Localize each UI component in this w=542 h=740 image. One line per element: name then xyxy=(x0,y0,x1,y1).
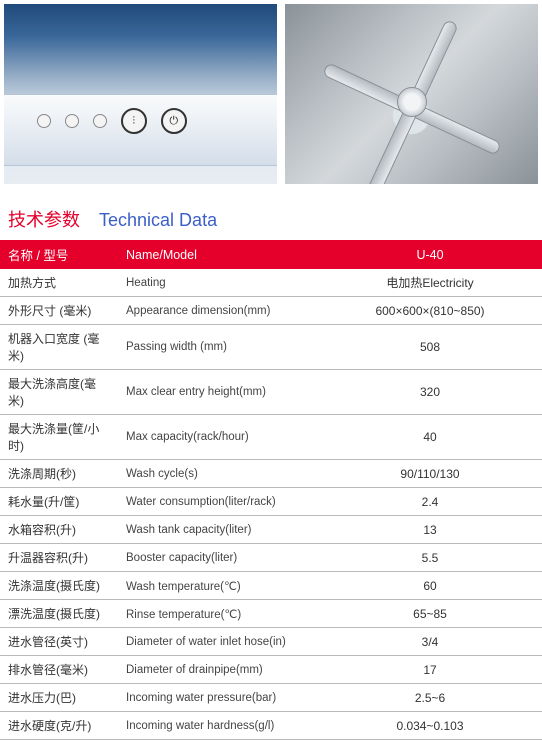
cell-en: Incoming water pressure(bar) xyxy=(118,684,318,712)
cell-en: Diameter of water inlet hose(in) xyxy=(118,628,318,656)
cell-en: Rinse temperature(℃) xyxy=(118,600,318,628)
cell-en: Wash cycle(s) xyxy=(118,460,318,488)
table-row: 漂洗温度(摄氏度)Rinse temperature(℃)65~85 xyxy=(0,600,542,628)
table-row: 最大洗涤量(筐/小时)Max capacity(rack/hour)40 xyxy=(0,415,542,460)
title-en: Technical Data xyxy=(99,210,217,230)
cell-value: 2.5~6 xyxy=(318,684,542,712)
table-row: 洗涤周期(秒)Wash cycle(s)90/110/130 xyxy=(0,460,542,488)
cell-cn: 加热方式 xyxy=(0,269,118,297)
cell-cn: 耗水量(升/筐) xyxy=(0,488,118,516)
table-row: 耗水量(升/筐)Water consumption(liter/rack)2.4 xyxy=(0,488,542,516)
header-model: U-40 xyxy=(318,240,542,269)
cell-value: 13 xyxy=(318,516,542,544)
photo-spray-arm xyxy=(285,4,538,184)
table-row: 水箱容积(升)Wash tank capacity(liter)13 xyxy=(0,516,542,544)
table-row: 最大洗涤高度(毫米)Max clear entry height(mm)320 xyxy=(0,370,542,415)
cell-value: 60 xyxy=(318,572,542,600)
cell-cn: 洗涤温度(摄氏度) xyxy=(0,572,118,600)
table-row: 进水硬度(克/升)Incoming water hardness(g/l)0.0… xyxy=(0,712,542,740)
cell-value: 2.4 xyxy=(318,488,542,516)
power-button-icon: ⏻ xyxy=(161,108,187,134)
photo-control-panel: ⫶ ⏻ xyxy=(4,4,277,184)
header-en: Name/Model xyxy=(118,240,318,269)
spray-arm-graphic xyxy=(312,4,512,184)
cell-value: 40 xyxy=(318,415,542,460)
spec-table: 名称 / 型号 Name/Model U-40 加热方式Heating电加热El… xyxy=(0,240,542,740)
indicator-dot xyxy=(93,114,107,128)
cell-cn: 洗涤周期(秒) xyxy=(0,460,118,488)
table-header-row: 名称 / 型号 Name/Model U-40 xyxy=(0,240,542,269)
control-panel-buttons: ⫶ ⏻ xyxy=(37,108,187,134)
cell-value: 电加热Electricity xyxy=(318,269,542,297)
cell-value: 508 xyxy=(318,325,542,370)
product-photos: ⫶ ⏻ xyxy=(0,0,542,184)
cell-cn: 进水管径(英寸) xyxy=(0,628,118,656)
cell-en: Incoming water hardness(g/l) xyxy=(118,712,318,740)
cell-en: Appearance dimension(mm) xyxy=(118,297,318,325)
cell-value: 5.5 xyxy=(318,544,542,572)
title-cn: 技术参数 xyxy=(8,210,80,230)
cell-en: Booster capacity(liter) xyxy=(118,544,318,572)
cell-cn: 最大洗涤量(筐/小时) xyxy=(0,415,118,460)
table-row: 洗涤温度(摄氏度)Wash temperature(℃)60 xyxy=(0,572,542,600)
table-row: 外形尺寸 (毫米)Appearance dimension(mm)600×600… xyxy=(0,297,542,325)
cell-en: Passing width (mm) xyxy=(118,325,318,370)
cell-cn: 进水硬度(克/升) xyxy=(0,712,118,740)
wash-button-icon: ⫶ xyxy=(121,108,147,134)
cell-en: Max clear entry height(mm) xyxy=(118,370,318,415)
indicator-dot xyxy=(37,114,51,128)
section-title: 技术参数 Technical Data xyxy=(0,184,542,240)
cell-en: Wash temperature(℃) xyxy=(118,572,318,600)
cell-cn: 排水管径(毫米) xyxy=(0,656,118,684)
table-row: 机器入口宽度 (毫米)Passing width (mm)508 xyxy=(0,325,542,370)
cell-en: Max capacity(rack/hour) xyxy=(118,415,318,460)
header-cn: 名称 / 型号 xyxy=(0,240,118,269)
cell-cn: 水箱容积(升) xyxy=(0,516,118,544)
cell-value: 320 xyxy=(318,370,542,415)
cell-cn: 外形尺寸 (毫米) xyxy=(0,297,118,325)
cell-value: 3/4 xyxy=(318,628,542,656)
cell-cn: 机器入口宽度 (毫米) xyxy=(0,325,118,370)
cell-value: 600×600×(810~850) xyxy=(318,297,542,325)
cell-cn: 进水压力(巴) xyxy=(0,684,118,712)
cell-en: Heating xyxy=(118,269,318,297)
table-row: 进水压力(巴)Incoming water pressure(bar)2.5~6 xyxy=(0,684,542,712)
cell-cn: 最大洗涤高度(毫米) xyxy=(0,370,118,415)
cell-en: Wash tank capacity(liter) xyxy=(118,516,318,544)
cell-en: Diameter of drainpipe(mm) xyxy=(118,656,318,684)
table-row: 排水管径(毫米)Diameter of drainpipe(mm)17 xyxy=(0,656,542,684)
table-row: 进水管径(英寸)Diameter of water inlet hose(in)… xyxy=(0,628,542,656)
cell-value: 0.034~0.103 xyxy=(318,712,542,740)
indicator-dot xyxy=(65,114,79,128)
table-row: 加热方式Heating电加热Electricity xyxy=(0,269,542,297)
table-row: 升温器容积(升)Booster capacity(liter)5.5 xyxy=(0,544,542,572)
cell-cn: 升温器容积(升) xyxy=(0,544,118,572)
cell-en: Water consumption(liter/rack) xyxy=(118,488,318,516)
cell-value: 65~85 xyxy=(318,600,542,628)
cell-value: 17 xyxy=(318,656,542,684)
cell-cn: 漂洗温度(摄氏度) xyxy=(0,600,118,628)
cell-value: 90/110/130 xyxy=(318,460,542,488)
